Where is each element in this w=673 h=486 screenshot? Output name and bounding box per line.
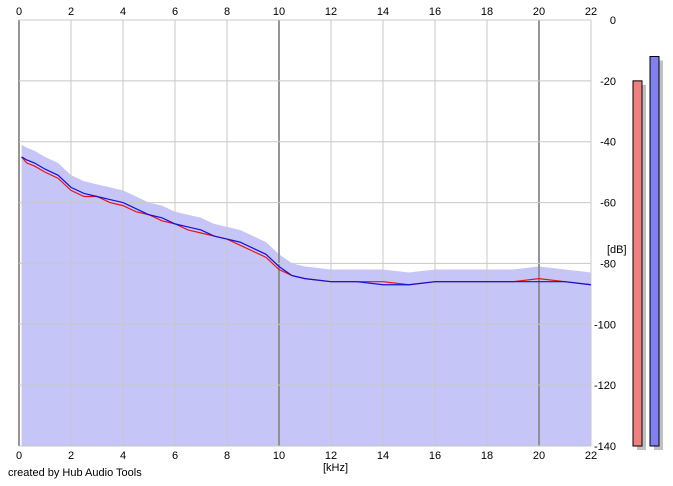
x-tick-label-bottom: 12 [325,450,337,462]
spectrum-fill-area [21,144,592,446]
x-tick-label-bottom: 4 [120,450,126,462]
x-tick-label-top: 10 [273,6,285,18]
x-tick-label-top: 20 [533,6,545,18]
grid-lines [18,19,592,447]
x-tick-label-top: 0 [16,6,22,18]
x-tick-label-bottom: 16 [429,450,441,462]
level-meter-bar [632,80,643,447]
x-tick-label-top: 8 [224,6,230,18]
x-tick-label-top: 12 [325,6,337,18]
x-tick-label-bottom: 20 [533,450,545,462]
x-tick-label-bottom: 0 [16,450,22,462]
x-tick-label-top: 2 [68,6,74,18]
y-tick-label: -100 [594,319,616,331]
y-tick-label: -20 [600,76,616,88]
x-tick-label-top: 6 [172,6,178,18]
level-meter-bar [649,56,660,447]
x-axis-label: [kHz] [323,462,348,474]
x-tick-label-top: 16 [429,6,441,18]
x-tick-label-bottom: 6 [172,450,178,462]
x-tick-label-bottom: 14 [377,450,389,462]
x-tick-label-bottom: 8 [224,450,230,462]
y-tick-labels: 0 -20 -40 -60 -80 -100 -120 -140 [594,15,616,453]
x-tick-label-bottom: 10 [273,450,285,462]
y-tick-label: -140 [594,441,616,453]
x-tick-label-top: 18 [481,6,493,18]
right-channel-series [21,156,592,286]
x-tick-label-bottom: 18 [481,450,493,462]
x-tick-label-bottom: 2 [68,450,74,462]
right-channel-line [21,156,592,286]
x-tick-label-top: 4 [120,6,126,18]
y-tick-label: -120 [594,380,616,392]
y-tick-label: -40 [600,137,616,149]
x-tick-labels-bottom: 0 2 4 6 8 10 12 14 16 18 20 22 [16,450,597,462]
y-tick-label: -60 [600,198,616,210]
spectrum-fill [21,144,592,446]
credit-text: created by Hub Audio Tools [8,467,142,479]
x-tick-labels-top: 0 2 4 6 8 10 12 14 16 18 20 22 [16,6,597,18]
x-tick-label-bottom: 22 [585,450,597,462]
y-tick-label: 0 [610,15,616,27]
x-tick-label-top: 14 [377,6,389,18]
y-tick-label: -80 [600,258,616,270]
y-axis-label: [dB] [607,244,627,256]
level-meters [632,56,663,451]
x-tick-label-top: 22 [585,6,597,18]
